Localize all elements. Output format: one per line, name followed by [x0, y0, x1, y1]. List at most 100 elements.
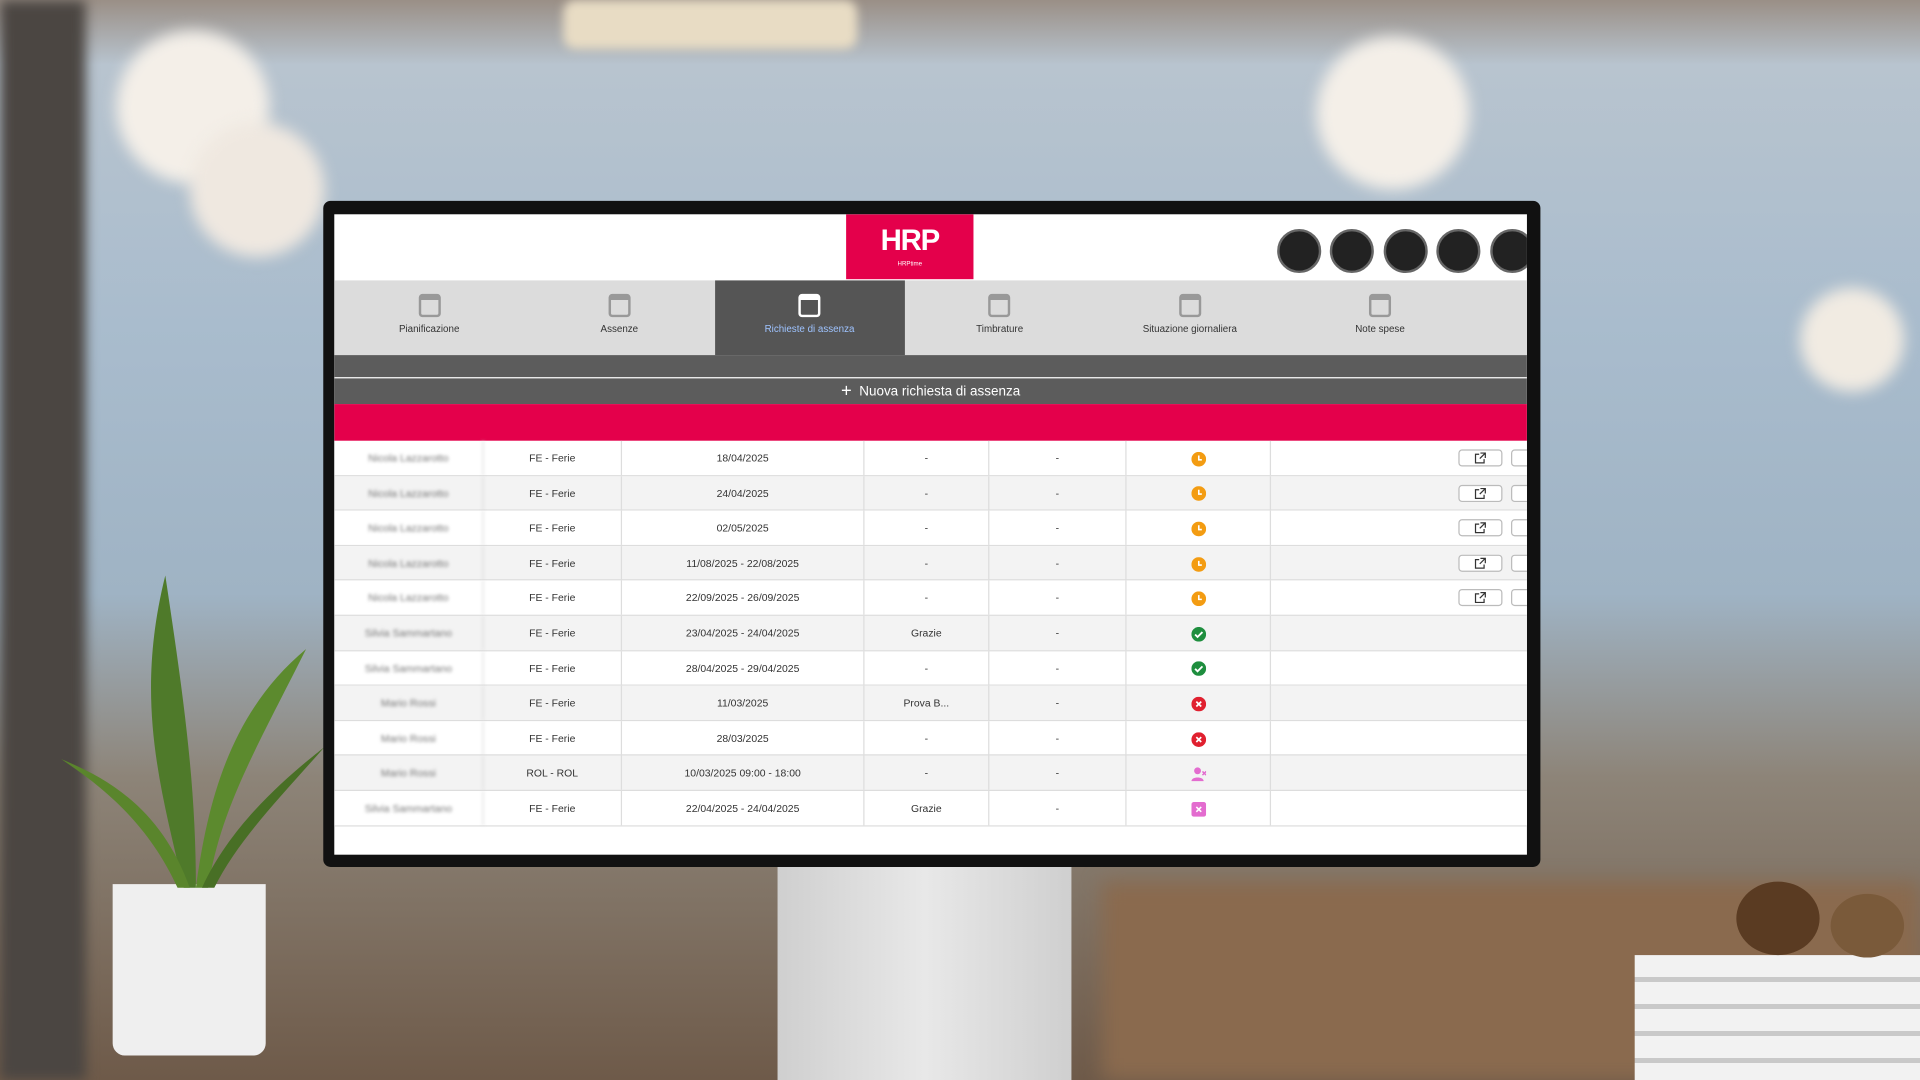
status-cell: [1127, 685, 1272, 721]
date-cell: 10/03/2025 09:00 - 18:00: [622, 755, 865, 791]
actions-cell: [1271, 791, 1527, 825]
name-cell: Nicola Lazzarotto: [334, 475, 484, 511]
name-cell: Silvia Sammartano: [334, 615, 484, 651]
extra-cell: -: [989, 755, 1127, 791]
table-row: Mario Rossi ROL - ROL 10/03/2025 09:00 - 1…: [334, 755, 1527, 792]
name-cell: Silvia Sammartano: [334, 791, 484, 826]
more-button[interactable]: [1511, 589, 1527, 607]
note-cell: -: [864, 510, 990, 546]
ceiling-light: [563, 0, 858, 49]
more-button[interactable]: [1511, 554, 1527, 572]
name-cell: Mario Rossi: [334, 685, 484, 721]
note-cell: Grazie: [864, 791, 990, 826]
name-cell: Nicola Lazzarotto: [334, 545, 484, 581]
tab-label: Richieste di assenza: [764, 323, 855, 335]
note-cell: -: [864, 440, 990, 476]
extra-cell: -: [989, 580, 1127, 616]
status-icon: [1190, 486, 1206, 502]
more-button[interactable]: [1511, 449, 1527, 467]
date-cell: 23/04/2025 - 24/04/2025: [622, 615, 865, 651]
nav-tab[interactable]: Note spese: [1285, 280, 1475, 355]
date-cell: 18/04/2025: [622, 440, 865, 476]
lamp: [1316, 36, 1470, 190]
table-row: Nicola Lazzarotto FE - Ferie 02/05/2025- -: [334, 510, 1527, 546]
pinecone: [1830, 893, 1905, 958]
actions-cell: [1271, 476, 1527, 510]
status-icon: [1190, 626, 1206, 642]
table-row: Silvia Sammartano FE - Ferie 22/04/2025 - …: [334, 791, 1527, 827]
status-icon: [1190, 521, 1206, 537]
notifications-button[interactable]: [1277, 228, 1322, 274]
logo: HRP HRPtime: [846, 214, 974, 280]
status-icon: [1190, 451, 1206, 467]
extra-cell: -: [989, 685, 1127, 721]
home-button[interactable]: [1383, 228, 1428, 274]
status-cell: [1127, 440, 1272, 476]
open-button[interactable]: [1458, 554, 1503, 572]
status-cell: [1127, 475, 1272, 511]
open-icon: [1474, 522, 1486, 534]
open-icon: [1474, 452, 1486, 464]
nav-tab[interactable]: Timbrature: [905, 280, 1095, 355]
actions-cell: [1271, 616, 1527, 650]
date-cell: 28/03/2025: [622, 720, 865, 756]
monitor-stand: [777, 864, 1072, 1080]
status-cell: [1127, 510, 1272, 546]
status-icon: [1190, 801, 1206, 817]
date-cell: 28/04/2025 - 29/04/2025: [622, 650, 865, 686]
status-icon: [1190, 767, 1207, 782]
pinecone: [1736, 881, 1820, 956]
tab-icon: [988, 293, 1011, 318]
tab-label: Assenze: [600, 323, 639, 335]
timer-button[interactable]: [1329, 228, 1374, 274]
tab-icon: [608, 293, 631, 318]
note-cell: -: [864, 475, 990, 511]
tab-label: Timbrature: [976, 323, 1024, 335]
note-cell: -: [864, 545, 990, 581]
nav-tab[interactable]: Situazione giornaliera: [1095, 280, 1285, 355]
status-cell: [1127, 755, 1272, 791]
date-cell: 22/09/2025 - 26/09/2025: [622, 580, 865, 616]
table-header: [334, 404, 1527, 441]
nav-tab[interactable]: Pianificazione: [334, 280, 524, 355]
actions-cell: [1271, 686, 1527, 720]
lamp: [1800, 287, 1905, 392]
nav-tab[interactable]: Assenze: [524, 280, 714, 355]
nav-tab[interactable]: Richieste di assenza: [714, 280, 905, 356]
open-button[interactable]: [1458, 449, 1503, 467]
status-cell: [1127, 545, 1272, 581]
tab-label: Pianificazione: [398, 323, 460, 335]
date-cell: 11/08/2025 - 22/08/2025: [622, 545, 865, 581]
type-cell: FE - Ferie: [484, 791, 623, 826]
tab-icon: [1368, 293, 1392, 318]
table-body: Nicola Lazzarotto FE - Ferie 18/04/2025- - N…: [334, 440, 1527, 833]
open-button[interactable]: [1458, 589, 1503, 607]
books: [1634, 955, 1920, 1080]
type-cell: ROL - ROL: [484, 755, 623, 791]
actions-cell: [1271, 581, 1527, 615]
actions-cell: [1271, 546, 1527, 580]
logo-title: HRP: [880, 224, 941, 258]
status-icon: [1190, 661, 1206, 677]
tab-label: Situazione giornaliera: [1142, 323, 1237, 335]
more-button[interactable]: [1511, 519, 1527, 537]
plant: [61, 575, 325, 888]
ideas-button[interactable]: [1490, 228, 1527, 274]
tab-label: Note spese: [1355, 323, 1405, 335]
type-cell: FE - Ferie: [484, 685, 623, 721]
extra-cell: -: [989, 650, 1127, 686]
type-cell: FE - Ferie: [484, 650, 623, 686]
lamp: [189, 122, 325, 258]
status-cell: [1127, 580, 1272, 616]
open-icon: [1474, 487, 1486, 499]
calendar-button[interactable]: [1436, 228, 1481, 274]
date-cell: 24/04/2025: [622, 475, 865, 511]
type-cell: FE - Ferie: [484, 545, 623, 581]
new-request-button[interactable]: + Nuova richiesta di assenza: [334, 378, 1527, 405]
more-button[interactable]: [1511, 484, 1527, 502]
name-cell: Mario Rossi: [334, 720, 484, 756]
tab-icon: [798, 293, 821, 318]
status-cell: [1127, 791, 1272, 826]
open-button[interactable]: [1458, 484, 1503, 502]
open-button[interactable]: [1458, 519, 1503, 537]
